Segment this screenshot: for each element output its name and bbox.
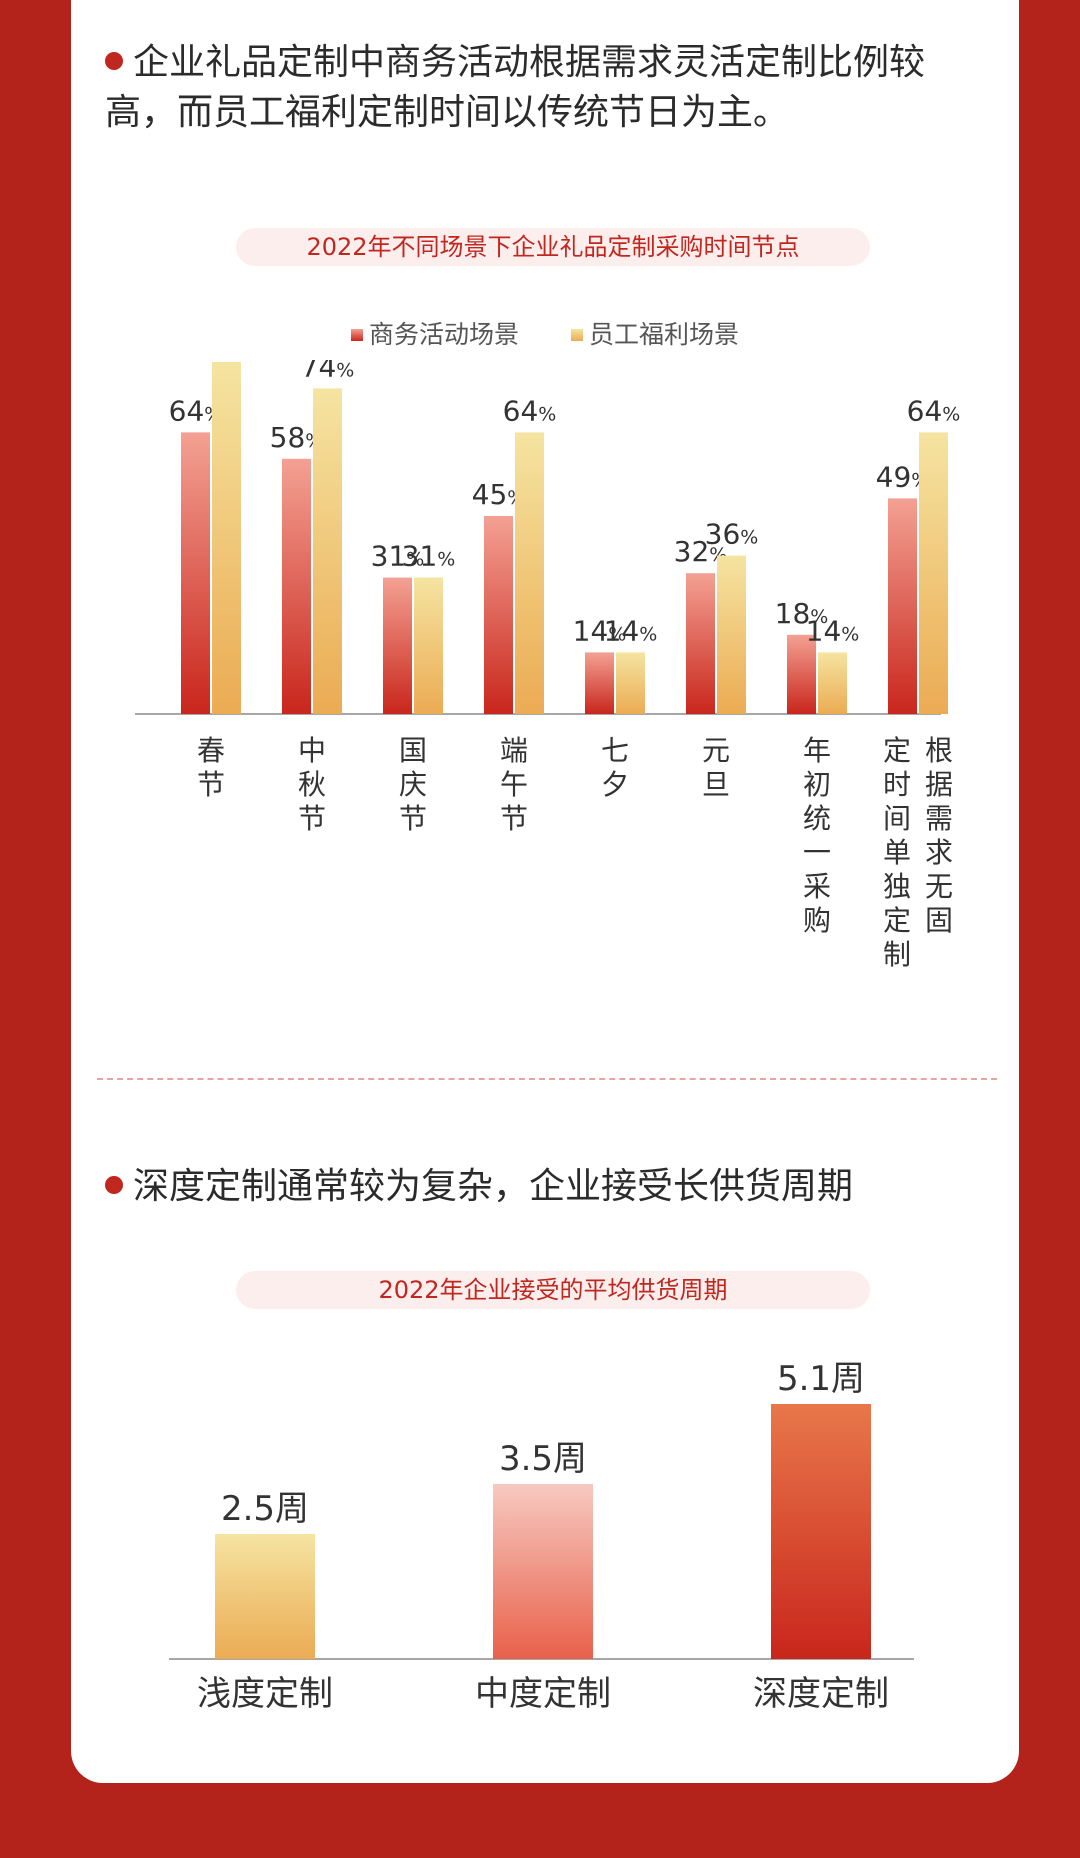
- data-label-supply-0: 2.5周: [221, 1489, 309, 1529]
- data-label-emp-4: 14%: [604, 614, 658, 647]
- svg-text:据: 据: [925, 768, 953, 801]
- svg-text:定: 定: [883, 904, 911, 937]
- svg-text:旦: 旦: [702, 768, 730, 801]
- bar-biz-6: [787, 634, 816, 714]
- tick-label-4: 七夕: [601, 734, 629, 801]
- bar-emp-6: [818, 652, 847, 714]
- svg-text:固: 固: [925, 904, 953, 937]
- section1-title: 企业礼品定制中商务活动根据需求灵活定制比例较高，而员工福利定制时间以传统节日为主…: [105, 42, 926, 133]
- tick-label-supply-1: 中度定制: [475, 1674, 611, 1714]
- bar-emp-1: [313, 388, 342, 714]
- data-label-emp-1: 74%: [301, 360, 355, 383]
- bar-emp-0: [212, 362, 241, 714]
- data-label-biz-2: 31%: [371, 540, 425, 573]
- bar-supply-0: [215, 1534, 315, 1659]
- bullet-dot-icon: [105, 52, 123, 70]
- bar-supply-1: [493, 1484, 593, 1659]
- bar-biz-3: [484, 516, 513, 714]
- svg-text:一: 一: [803, 836, 831, 869]
- svg-text:购: 购: [803, 904, 831, 937]
- data-label-emp-2: 31%: [402, 540, 456, 573]
- svg-text:庆: 庆: [399, 768, 427, 801]
- tick-label-supply-2: 深度定制: [753, 1674, 889, 1714]
- bar-biz-5: [686, 573, 715, 714]
- tick-label-0: 春节: [197, 734, 225, 801]
- bar-emp-5: [717, 555, 746, 714]
- svg-text:夕: 夕: [601, 768, 629, 801]
- content-card: 企业礼品定制中商务活动根据需求灵活定制比例较高，而员工福利定制时间以传统节日为主…: [71, 0, 1019, 1783]
- bar-biz-4: [585, 652, 614, 714]
- bar-biz-7: [888, 498, 917, 714]
- svg-text:节: 节: [500, 802, 528, 835]
- svg-text:节: 节: [298, 802, 326, 835]
- svg-text:独: 独: [883, 870, 911, 903]
- svg-text:需: 需: [925, 802, 953, 835]
- svg-text:根: 根: [925, 734, 953, 767]
- data-label-biz-4: 14%: [573, 614, 627, 647]
- bar-biz-0: [181, 432, 210, 714]
- svg-text:元: 元: [702, 734, 730, 767]
- tick-label-1: 中秋节: [298, 734, 326, 835]
- data-label-emp-3: 64%: [503, 394, 557, 427]
- tick-label-supply-0: 浅度定制: [197, 1674, 333, 1714]
- tick-label-3: 端午节: [500, 734, 528, 835]
- legend-item-biz: 商务活动场景: [351, 315, 519, 351]
- bullet-dot-icon: [105, 1176, 123, 1194]
- svg-text:间: 间: [883, 802, 911, 835]
- bar-biz-2: [383, 577, 412, 714]
- svg-text:春: 春: [197, 734, 225, 767]
- svg-text:采: 采: [803, 870, 831, 903]
- svg-text:端: 端: [500, 734, 528, 767]
- svg-text:国: 国: [399, 734, 427, 767]
- bar-supply-2: [771, 1404, 871, 1659]
- section2-title: 深度定制通常较为复杂，企业接受长供货周期: [105, 1162, 985, 1212]
- data-label-emp-7: 64%: [907, 394, 961, 427]
- chart2-title-pill: 2022年企业接受的平均供货周期: [236, 1271, 870, 1309]
- data-label-supply-1: 3.5周: [499, 1439, 587, 1479]
- bar-emp-4: [616, 652, 645, 714]
- legend-label-biz: 商务活动场景: [369, 320, 520, 349]
- svg-text:中: 中: [298, 734, 326, 767]
- svg-text:初: 初: [803, 768, 831, 801]
- bar-biz-1: [282, 458, 311, 714]
- tick-label-5: 元旦: [702, 734, 730, 801]
- data-label-supply-2: 5.1周: [777, 1359, 865, 1399]
- svg-text:时: 时: [883, 768, 911, 801]
- svg-text:午: 午: [500, 768, 528, 801]
- svg-text:制: 制: [883, 938, 911, 971]
- bar-emp-7: [919, 432, 948, 714]
- data-label-emp-5: 36%: [705, 518, 759, 551]
- svg-text:节: 节: [197, 768, 225, 801]
- data-label-biz-6: 18%: [775, 597, 829, 630]
- bar-emp-2: [414, 577, 443, 714]
- chart1-legend: 商务活动场景 员工福利场景: [71, 315, 1019, 351]
- legend-label-emp: 员工福利场景: [588, 320, 739, 349]
- svg-text:统: 统: [803, 802, 831, 835]
- legend-swatch-biz: [351, 329, 363, 341]
- svg-text:求: 求: [925, 836, 953, 869]
- svg-text:秋: 秋: [298, 768, 326, 801]
- legend-item-emp: 员工福利场景: [570, 315, 739, 351]
- data-label-emp-6: 14%: [806, 614, 860, 647]
- svg-text:定: 定: [883, 734, 911, 767]
- bar-emp-3: [515, 432, 544, 714]
- svg-text:七: 七: [601, 734, 629, 767]
- svg-text:年: 年: [803, 734, 831, 767]
- legend-swatch-emp: [570, 329, 583, 341]
- chart1-title-pill: 2022年不同场景下企业礼品定制采购时间节点: [236, 228, 870, 266]
- section-divider: [97, 1078, 997, 1080]
- svg-text:节: 节: [399, 802, 427, 835]
- chart1-svg: 64%80%春节58%74%中秋节31%31%国庆节45%64%端午节14%14…: [135, 360, 961, 971]
- tick-label-2: 国庆节: [399, 734, 427, 835]
- svg-text:单: 单: [883, 836, 911, 869]
- svg-text:无: 无: [925, 870, 953, 903]
